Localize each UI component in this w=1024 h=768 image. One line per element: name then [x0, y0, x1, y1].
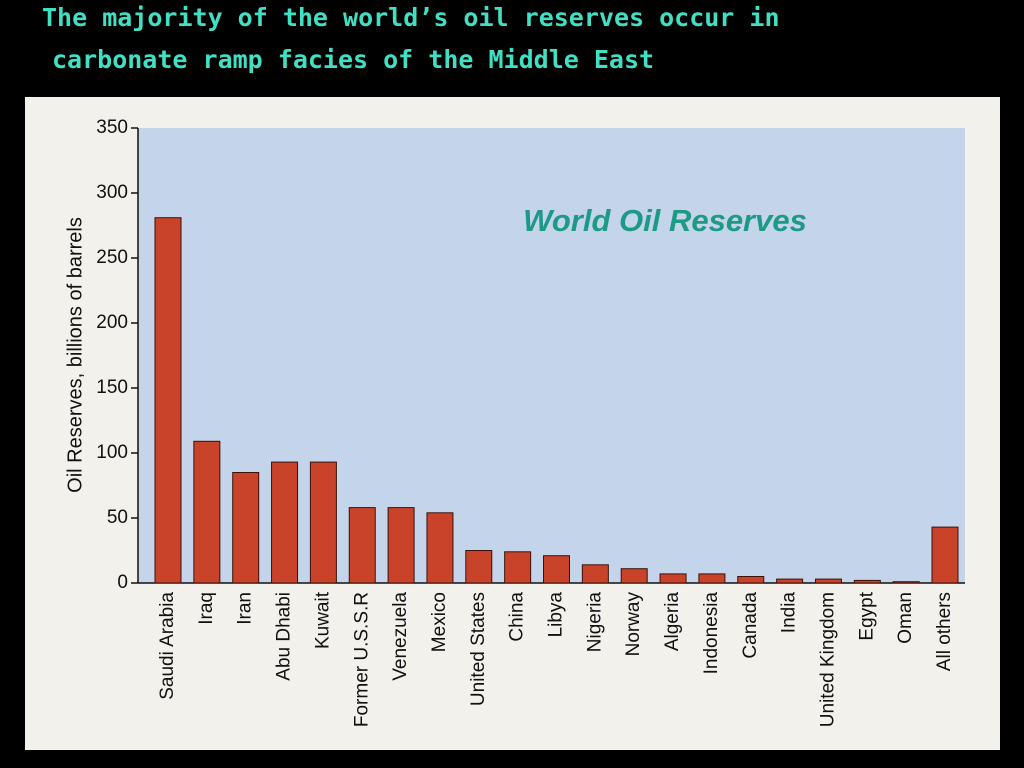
- bar: [931, 526, 959, 584]
- bar: [776, 578, 804, 584]
- bar: [620, 568, 648, 584]
- x-tick-label: Canada: [740, 592, 761, 659]
- bar: [348, 507, 376, 584]
- bar: [737, 576, 765, 584]
- x-tick-label: Venezuela: [390, 592, 411, 681]
- x-tick-label: Oman: [895, 592, 916, 644]
- bar: [581, 564, 609, 584]
- y-tick-label: 100: [96, 442, 128, 463]
- x-tick-label: Algeria: [662, 592, 683, 652]
- y-tick-label: 150: [96, 377, 128, 398]
- heading-line: The majority of the world’s oil reserves…: [42, 3, 780, 32]
- bar: [154, 217, 182, 584]
- x-tick-label: Indonesia: [701, 592, 722, 675]
- x-tick-label: Saudi Arabia: [157, 592, 178, 700]
- x-tick-label: Kuwait: [312, 591, 333, 649]
- y-tick-label: 250: [96, 247, 128, 268]
- y-tick-label: 50: [107, 507, 128, 528]
- y-tick-label: 200: [96, 312, 128, 333]
- x-tick-label: India: [779, 592, 800, 634]
- bar: [232, 472, 260, 584]
- x-tick-label: Abu Dhabi: [274, 592, 295, 681]
- y-axis-label: Oil Reserves, billions of barrels: [64, 217, 86, 493]
- x-tick-label: Iraq: [196, 592, 217, 625]
- bar: [814, 578, 842, 584]
- bar: [504, 551, 532, 584]
- bar: [271, 461, 299, 584]
- y-tick-label: 350: [96, 117, 128, 138]
- bar: [853, 579, 881, 584]
- x-tick-label: Iran: [235, 592, 256, 625]
- bar: [892, 581, 920, 584]
- bar: [387, 507, 415, 584]
- x-tick-label: China: [507, 592, 528, 642]
- bar: [426, 512, 454, 584]
- x-tick-label: Egypt: [856, 591, 877, 640]
- bar: [309, 461, 337, 584]
- x-tick-label: Nigeria: [584, 592, 605, 653]
- chart-title: World Oil Reserves: [523, 203, 807, 238]
- bar: [543, 555, 570, 584]
- plot-area: [138, 128, 965, 583]
- x-tick-label: United States: [468, 592, 489, 706]
- y-tick-label: 0: [117, 572, 128, 593]
- bar: [698, 573, 726, 584]
- x-tick-label: All others: [934, 592, 955, 671]
- x-tick-label: Mexico: [429, 592, 450, 652]
- bar: [193, 440, 221, 584]
- bar: [659, 573, 687, 584]
- x-tick-label: Libya: [546, 592, 567, 638]
- x-tick-label: Former U.S.S.R: [351, 592, 372, 727]
- y-tick-label: 300: [96, 182, 128, 203]
- x-tick-label: United Kingdom: [817, 592, 838, 727]
- x-tick-label: Norway: [623, 592, 644, 657]
- heading-line: carbonate ramp facies of the Middle East: [52, 45, 654, 74]
- bar: [465, 550, 493, 584]
